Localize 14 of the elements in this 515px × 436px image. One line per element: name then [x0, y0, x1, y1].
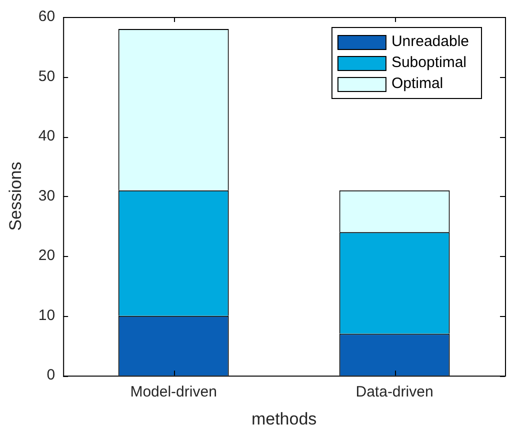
legend-label: Unreadable: [391, 33, 470, 50]
legend-label: Optimal: [391, 75, 444, 92]
y-tick-label: 40: [38, 128, 56, 145]
y-tick-label: 0: [46, 366, 56, 384]
x-axis-title: methods: [251, 409, 317, 428]
y-tick-label: 60: [38, 8, 56, 26]
y-tick-label: 50: [38, 68, 56, 85]
x-tick-label: Model-driven: [130, 384, 217, 401]
y-axis-title: Sessions: [6, 162, 25, 231]
x-tick-label: Data-driven: [356, 384, 434, 401]
legend-label: Suboptimal: [391, 54, 466, 72]
y-tick-label: 30: [38, 187, 56, 204]
y-tick-label: 20: [38, 247, 56, 264]
y-tick-label: 10: [38, 306, 56, 324]
